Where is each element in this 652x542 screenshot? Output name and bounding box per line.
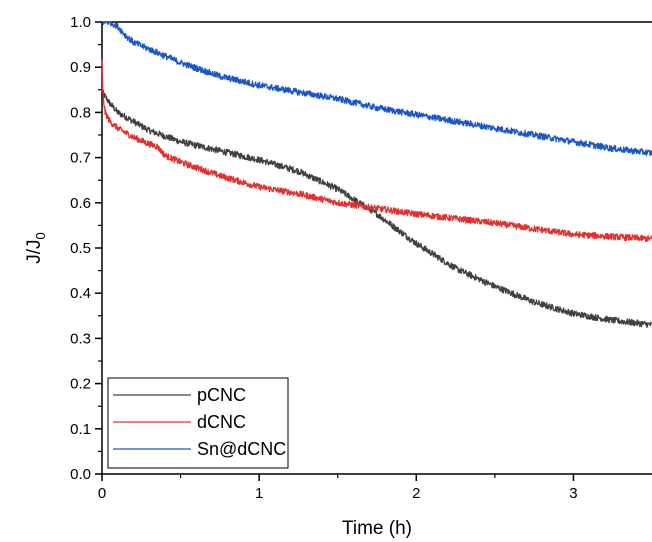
x-tick-label: 3 bbox=[569, 485, 577, 502]
y-tick-label: 0.6 bbox=[70, 195, 91, 212]
x-tick-label: 2 bbox=[412, 485, 420, 502]
y-tick-label: 0.1 bbox=[70, 421, 91, 438]
series-line-sn-dcnc bbox=[101, 21, 652, 157]
x-tick-label: 0 bbox=[98, 485, 106, 502]
y-tick-label: 0.5 bbox=[70, 240, 91, 257]
series-layer bbox=[101, 21, 652, 328]
y-axis-title-main: J/J bbox=[24, 239, 45, 263]
legend-label-pcnc: pCNC bbox=[197, 385, 246, 405]
legend-box bbox=[107, 377, 289, 469]
legend: pCNC dCNC Sn@dCNC bbox=[107, 377, 289, 469]
legend-label-sn-dcnc: Sn@dCNC bbox=[197, 439, 286, 459]
y-tick-label: 1.0 bbox=[70, 14, 91, 31]
y-tick-label: 0.9 bbox=[70, 59, 91, 76]
x-tick-label: 1 bbox=[255, 485, 263, 502]
series-line-dcnc bbox=[101, 59, 652, 243]
y-axis-title-subscript: 0 bbox=[33, 232, 48, 239]
y-tick-label: 0.3 bbox=[70, 330, 91, 347]
y-tick-label: 0.2 bbox=[70, 376, 91, 393]
x-axis-title: Time (h) bbox=[342, 518, 412, 539]
legend-label-dcnc: dCNC bbox=[197, 412, 246, 432]
y-tick-label: 0.7 bbox=[70, 150, 91, 167]
axis-ticks: 0.0 0.1 0.2 0.3 0.4 0.5 0.6 0.7 0.8 0.9 1.0 0 1 2 3 bbox=[70, 14, 577, 502]
y-tick-label: 0.8 bbox=[70, 104, 91, 121]
series-line-pcnc bbox=[101, 88, 652, 328]
y-tick-label: 0.0 bbox=[70, 466, 91, 483]
y-tick-label: 0.4 bbox=[70, 285, 91, 302]
y-axis-title: J/J0 bbox=[24, 232, 48, 264]
